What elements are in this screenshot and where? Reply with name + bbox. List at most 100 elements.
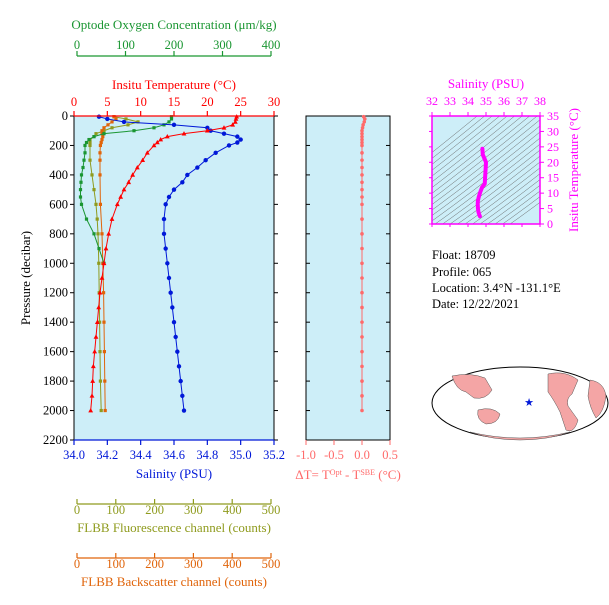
temperature-point bbox=[158, 136, 164, 142]
ts-density-contour bbox=[432, 116, 478, 153]
temperature-tick-label: 25 bbox=[234, 95, 247, 109]
ts-density-contour bbox=[432, 119, 540, 205]
ts-density-contour bbox=[432, 131, 540, 216]
salinity-tick-label: 34.6 bbox=[163, 448, 185, 462]
ts-density-contour bbox=[432, 116, 501, 171]
ts-density-contour bbox=[432, 116, 508, 177]
temperature-point bbox=[204, 128, 210, 133]
delta-t-point bbox=[360, 305, 364, 310]
delta-t-point bbox=[360, 195, 364, 199]
temperature-tick-label: 5 bbox=[104, 95, 110, 109]
temperature-point bbox=[164, 134, 170, 139]
backscatter-point bbox=[98, 158, 102, 162]
map-land-asia bbox=[451, 374, 493, 399]
temperature-point bbox=[114, 201, 120, 207]
oxygen-point bbox=[84, 217, 89, 221]
salinity-point bbox=[170, 305, 175, 310]
delta-t-point bbox=[360, 290, 364, 295]
ts-density-contour bbox=[434, 143, 540, 224]
oxygen-point bbox=[83, 151, 87, 155]
temperature-tick-label: 10 bbox=[134, 95, 147, 109]
salinity-axis-title: Salinity (PSU) bbox=[136, 466, 212, 481]
fluorescence-point bbox=[98, 379, 102, 383]
temperature-point bbox=[232, 119, 238, 124]
salinity-point bbox=[161, 231, 167, 237]
salinity-point bbox=[203, 157, 208, 163]
oxygen-point bbox=[152, 126, 156, 130]
fluorescence-point bbox=[98, 350, 102, 354]
ts-density-contour bbox=[432, 116, 538, 200]
oxygen-tick-label: 300 bbox=[213, 38, 232, 52]
fluorescence-point bbox=[94, 132, 98, 136]
backscatter-point bbox=[98, 151, 102, 155]
ts-density-contour bbox=[472, 173, 540, 224]
ts-xtick-label: 38 bbox=[534, 94, 546, 108]
map-land-europe-africa bbox=[587, 379, 607, 419]
delta-t-point bbox=[360, 137, 364, 142]
salinity-point bbox=[171, 122, 177, 128]
delta-t-point bbox=[360, 320, 364, 324]
oxygen-point bbox=[162, 123, 166, 127]
delta-t-point bbox=[360, 131, 364, 136]
pressure-tick-label: 1600 bbox=[43, 345, 68, 359]
oxygen-point bbox=[81, 165, 85, 170]
fluorescence-point bbox=[88, 143, 92, 148]
float-info-block: Float: 18709 Profile: 065 Location: 3.4°… bbox=[432, 248, 561, 313]
oxygen-point bbox=[87, 137, 91, 142]
ts-density-contour bbox=[494, 190, 540, 224]
salinity-point bbox=[238, 137, 243, 142]
temperature-point bbox=[109, 216, 115, 221]
temperature-point bbox=[96, 304, 102, 310]
fluorescence-point bbox=[136, 120, 140, 124]
delta-t-point bbox=[360, 379, 364, 383]
oxygen-point bbox=[132, 129, 136, 133]
temperature-point bbox=[154, 139, 160, 145]
oxygen-tick-label: 200 bbox=[165, 38, 184, 52]
delta-t-title-part: (°C) bbox=[375, 467, 401, 482]
temperature-point bbox=[99, 275, 105, 280]
delta-t-point bbox=[363, 117, 367, 121]
delta-t-point bbox=[360, 143, 364, 148]
temperature-point bbox=[103, 245, 109, 251]
temperature-series bbox=[88, 114, 240, 413]
fluorescence-point bbox=[94, 202, 98, 206]
fluorescence-tick-label: 300 bbox=[184, 503, 203, 517]
ts-density-contour bbox=[457, 161, 540, 224]
ts-density-contour bbox=[432, 116, 516, 183]
ts-xtick-label: 32 bbox=[426, 94, 438, 108]
pressure-tick-label: 400 bbox=[49, 168, 68, 182]
fluorescence-point bbox=[88, 158, 92, 162]
backscatter-point bbox=[101, 135, 105, 139]
temperature-point bbox=[144, 150, 150, 155]
oxygen-tick-label: 400 bbox=[262, 38, 281, 52]
temperature-point bbox=[233, 116, 239, 121]
ts-ytick-label: 0 bbox=[547, 217, 553, 231]
salinity-point bbox=[176, 364, 182, 369]
fluorescence-point bbox=[110, 126, 114, 130]
backscatter-point bbox=[98, 143, 102, 148]
oxygen-tick-label: 100 bbox=[116, 38, 135, 52]
fluorescence-tick-label: 100 bbox=[106, 503, 125, 517]
fluorescence-tick-label: 200 bbox=[145, 503, 164, 517]
temperature-point bbox=[221, 125, 227, 130]
fluorescence-point bbox=[92, 188, 96, 192]
delta-t-xtick-label: -0.5 bbox=[324, 448, 344, 462]
fluorescence-tick-label: 0 bbox=[74, 503, 80, 517]
delta-t-point bbox=[360, 246, 364, 251]
delta-t-point bbox=[361, 123, 365, 127]
salinity-series bbox=[96, 114, 243, 413]
backscatter-point bbox=[102, 320, 106, 324]
salinity-tick-label: 34.0 bbox=[63, 448, 85, 462]
oxygen-point bbox=[83, 143, 87, 148]
backscatter-tick-label: 500 bbox=[262, 557, 281, 571]
backscatter-tick-label: 200 bbox=[145, 557, 164, 571]
fluorescence-tick-label: 400 bbox=[223, 503, 242, 517]
delta-t-point bbox=[360, 364, 364, 369]
temperature-point bbox=[130, 172, 136, 177]
pressure-tick-label: 2000 bbox=[43, 404, 68, 418]
ts-density-contour bbox=[487, 184, 540, 224]
fluorescence-point bbox=[90, 173, 94, 177]
main-series-layer bbox=[78, 114, 243, 413]
